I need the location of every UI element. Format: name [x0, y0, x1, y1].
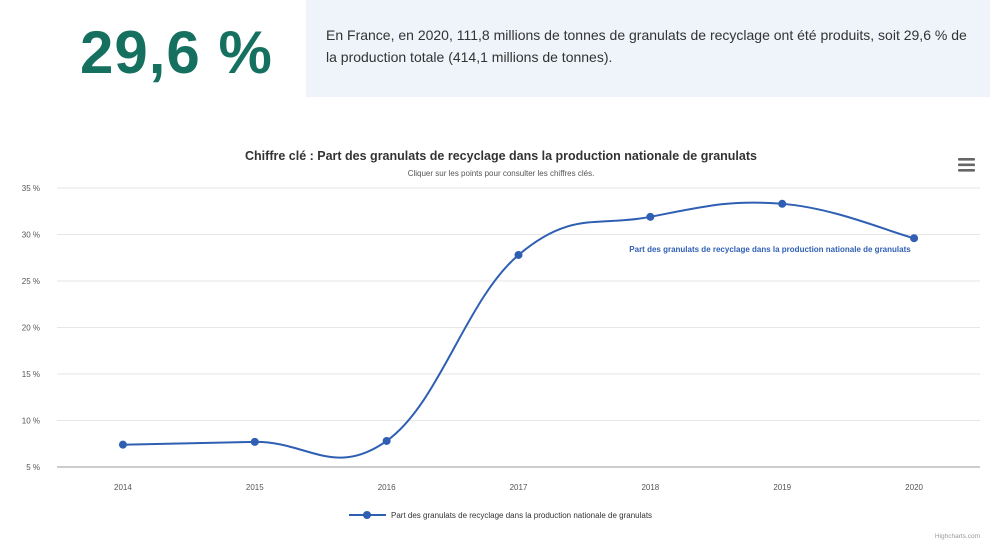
x-tick-label: 2014 [114, 483, 132, 492]
hamburger-menu-icon [958, 158, 975, 172]
x-tick-label: 2020 [905, 483, 923, 492]
data-point-2016[interactable] [382, 436, 391, 445]
grid [57, 187, 980, 421]
chart-title: Chiffre clé : Part des granulats de recy… [245, 149, 757, 163]
data-point-2017[interactable] [514, 250, 523, 259]
credits-link[interactable]: Highcharts.com [935, 533, 980, 540]
series-points [118, 199, 919, 449]
legend-marker [363, 511, 371, 519]
x-tick-label: 2016 [378, 483, 396, 492]
summary-box: En France, en 2020, 111,8 millions de to… [306, 0, 990, 97]
chart: Chiffre clé : Part des granulats de recy… [22, 149, 980, 540]
y-tick-label: 25 % [22, 277, 40, 286]
y-tick-label: 35 % [22, 184, 40, 193]
x-tick-label: 2017 [510, 483, 528, 492]
chart-menu-button[interactable] [954, 154, 980, 176]
data-point-2015[interactable] [250, 437, 259, 446]
y-axis: 5 % 10 % 15 % 20 % 25 % 30 % 35 % [22, 184, 40, 472]
x-tick-label: 2018 [641, 483, 659, 492]
y-tick-label: 20 % [22, 324, 40, 333]
y-tick-label: 15 % [22, 370, 40, 379]
x-axis: 2014 2015 2016 2017 2018 2019 2020 [114, 483, 923, 492]
y-tick-label: 10 % [22, 417, 40, 426]
legend[interactable]: Part des granulats de recyclage dans la … [349, 511, 652, 520]
y-tick-label: 5 % [26, 463, 40, 472]
series-line [122, 201, 915, 459]
x-tick-label: 2015 [246, 483, 264, 492]
data-point-2014[interactable] [118, 440, 127, 449]
chart-subtitle: Cliquer sur les points pour consulter le… [408, 169, 595, 178]
y-tick-label: 30 % [22, 231, 40, 240]
data-point-2019[interactable] [778, 199, 787, 208]
summary-text: En France, en 2020, 111,8 millions de to… [326, 27, 967, 65]
data-point-2018[interactable] [646, 212, 655, 221]
x-tick-label: 2019 [773, 483, 791, 492]
data-point-2020[interactable] [910, 234, 919, 243]
series-label: Part des granulats de recyclage dans la … [629, 245, 911, 254]
kpi-value: 29,6 % [80, 19, 273, 86]
legend-item-label: Part des granulats de recyclage dans la … [391, 511, 652, 520]
